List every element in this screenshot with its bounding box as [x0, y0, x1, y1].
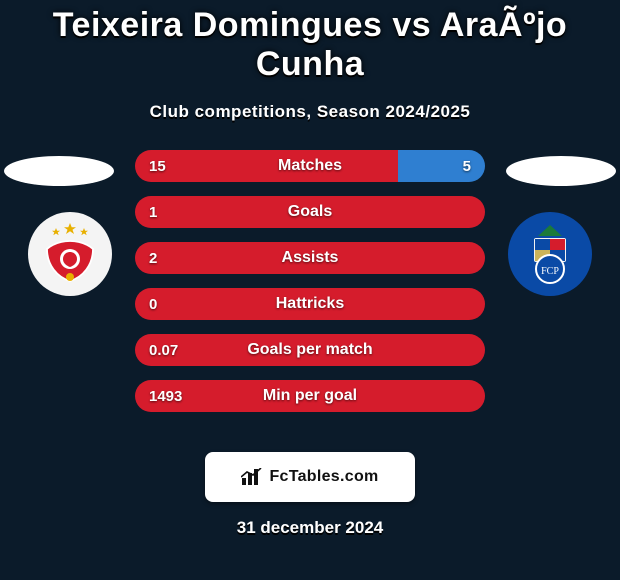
stat-bars: 155Matches 1Goals 2Assists 0Hattricks 0.07Go… [135, 150, 485, 426]
stat-fill-left [135, 196, 485, 228]
stat-row: 155Matches [135, 150, 485, 182]
page-title: Teixeira Domingues vs AraÃºjo Cunha [0, 0, 620, 84]
stat-row: 1Goals [135, 196, 485, 228]
attribution-badge: FcTables.com [205, 452, 415, 502]
stat-row: 1493Min per goal [135, 380, 485, 412]
stat-row: 2Assists [135, 242, 485, 274]
stat-fill-left [135, 242, 485, 274]
date-text: 31 december 2024 [0, 518, 620, 538]
benfica-crest-icon [35, 219, 105, 289]
shadow-oval-right [506, 156, 616, 186]
bar-chart-icon [241, 468, 263, 486]
svg-text:FCP: FCP [541, 266, 559, 277]
shadow-oval-left [4, 156, 114, 186]
team-crest-right: FCP [508, 212, 592, 296]
stat-fill-left [135, 288, 485, 320]
stat-fill-right [398, 150, 486, 182]
comparison-stage: FCP 155Matches 1Goals 2Assists 0Hattricks 0.… [0, 150, 620, 450]
stat-fill-left [135, 334, 485, 366]
stat-fill-left [135, 380, 485, 412]
team-crest-left [28, 212, 112, 296]
attribution-text: FcTables.com [269, 468, 378, 486]
porto-crest-icon: FCP [515, 219, 585, 289]
stat-fill-left [135, 150, 398, 182]
stat-row: 0Hattricks [135, 288, 485, 320]
stat-row: 0.07Goals per match [135, 334, 485, 366]
subtitle: Club competitions, Season 2024/2025 [0, 102, 620, 122]
